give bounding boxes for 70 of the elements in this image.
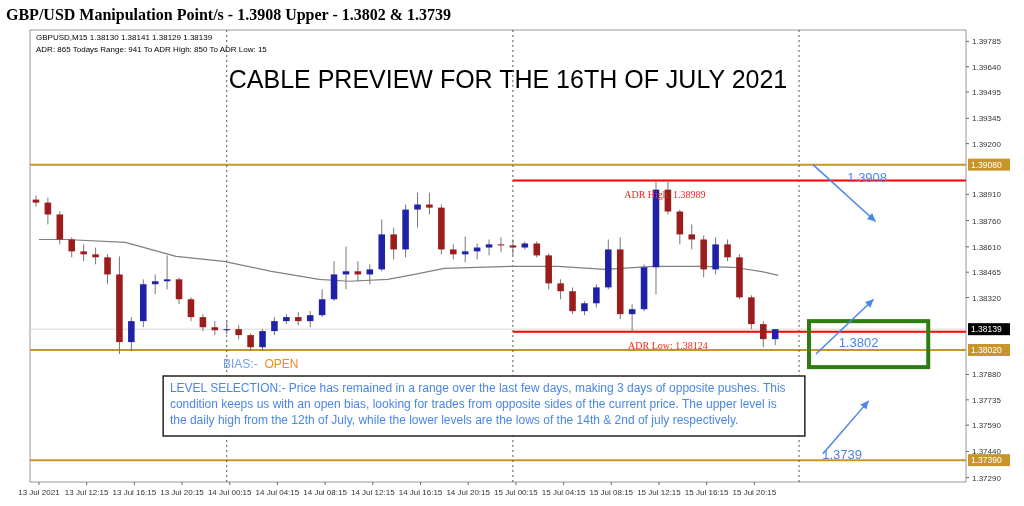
x-tick-label: 14 Jul 12:15 (351, 488, 396, 497)
y-tick-label: 1.37590 (972, 421, 1002, 431)
x-tick-label: 15 Jul 16:15 (684, 488, 730, 497)
candlestick (760, 320, 767, 348)
y-tick-label: 1.39345 (972, 114, 1002, 124)
annotation: 1.3802 (838, 335, 879, 350)
chart-title: GBP/USD Manipulation Point/s - 1.3908 Upper - 1.3802 & 1.3739 (6, 6, 452, 24)
candlestick (426, 192, 433, 215)
candlestick (593, 283, 600, 308)
x-tick-label: 14 Jul 16:15 (398, 488, 443, 497)
y-tick-label: 1.39200 (972, 139, 1002, 149)
candlestick (104, 253, 111, 285)
ref-line-label: 1.38020 (971, 344, 1002, 355)
candlestick (557, 278, 564, 300)
x-tick-label: 13 Jul 20:15 (160, 488, 205, 497)
y-tick-label: 1.39495 (972, 88, 1002, 98)
annotation: ADR: 865 Todays Range: 941 To ADR High: 850 To ADR Low: 15 (36, 45, 268, 54)
x-tick-label: 13 Jul 2021 (18, 488, 61, 497)
candlestick (318, 288, 326, 318)
annotation: OPEN (264, 357, 299, 371)
annotation: ADR High: 1.38989 (624, 188, 706, 200)
y-tick-label: 1.39785 (972, 37, 1002, 47)
x-tick-label: 15 Jul 04:15 (541, 488, 586, 497)
x-tick-label: 13 Jul 16:15 (112, 488, 157, 497)
candlestick (628, 303, 636, 333)
x-tick-label: 15 Jul 00:15 (494, 488, 539, 497)
candlestick (676, 209, 684, 245)
x-tick-label: 14 Jul 04:15 (255, 488, 300, 497)
candlestick (151, 273, 159, 295)
y-tick-label: 1.38465 (972, 268, 1002, 278)
ref-line-label: 1.39080 (971, 159, 1002, 170)
x-tick-label: 15 Jul 20:15 (732, 488, 777, 497)
x-tick-label: 15 Jul 12:15 (637, 488, 682, 497)
y-tick-label: 1.38320 (972, 293, 1002, 303)
annotation: BIAS:- (222, 357, 258, 371)
y-tick-label: 1.39640 (972, 62, 1002, 72)
ref-line-label: 1.38139 (971, 324, 1002, 335)
y-tick-label: 1.37440 (972, 447, 1002, 457)
y-tick-label: 1.37290 (972, 473, 1002, 483)
candlestick (390, 227, 397, 260)
text: CABLE PREVIEW FOR THE 16TH OF JULY 2021 (228, 65, 788, 93)
x-tick-label: 15 Jul 08:15 (589, 488, 634, 497)
candlestick (688, 223, 696, 250)
candlestick (128, 316, 135, 352)
annotation: LEVEL SELECTION:- Price has remained in a range over the last few days, making 3 days of opposite pushes. This condition keeps us with an open bias, looking for trades from opposite sides of the current price. The upper level is the daily high from the 12th of July, while the lower levels are the lows of the 14th & 2nd of july respectively. (169, 381, 786, 427)
candlestick (223, 320, 231, 335)
y-tick-label: 1.38910 (972, 190, 1002, 200)
candlestick (724, 238, 731, 262)
annotation: 1.3739 (822, 447, 862, 462)
candlestick (175, 276, 183, 305)
y-tick-label: 1.37735 (972, 395, 1002, 405)
candlestick (414, 192, 421, 229)
candlestick (509, 238, 517, 256)
annotation: GBPUSD,M15 1.38130 1.38141 1.38129 1.38139 (36, 33, 213, 42)
ref-line-label: 1.37390 (971, 455, 1002, 466)
x-tick-label: 14 Jul 08:15 (303, 488, 348, 497)
x-tick-label: 14 Jul 20:15 (446, 488, 491, 497)
x-tick-label: 14 Jul 00:15 (207, 488, 253, 497)
candlestick (461, 236, 469, 263)
candlestick (32, 195, 40, 208)
candlestick (271, 316, 278, 336)
y-tick-label: 1.38610 (972, 242, 1002, 252)
x-tick-label: 13 Jul 12:15 (64, 488, 109, 497)
y-tick-label: 1.37880 (972, 370, 1002, 380)
candlestick (485, 238, 493, 256)
candlestick (569, 286, 576, 315)
y-tick-label: 1.38760 (972, 216, 1002, 226)
candlestick (259, 328, 266, 352)
annotation: ADR Low: 1.38124 (628, 340, 708, 351)
candlestick (187, 296, 195, 322)
